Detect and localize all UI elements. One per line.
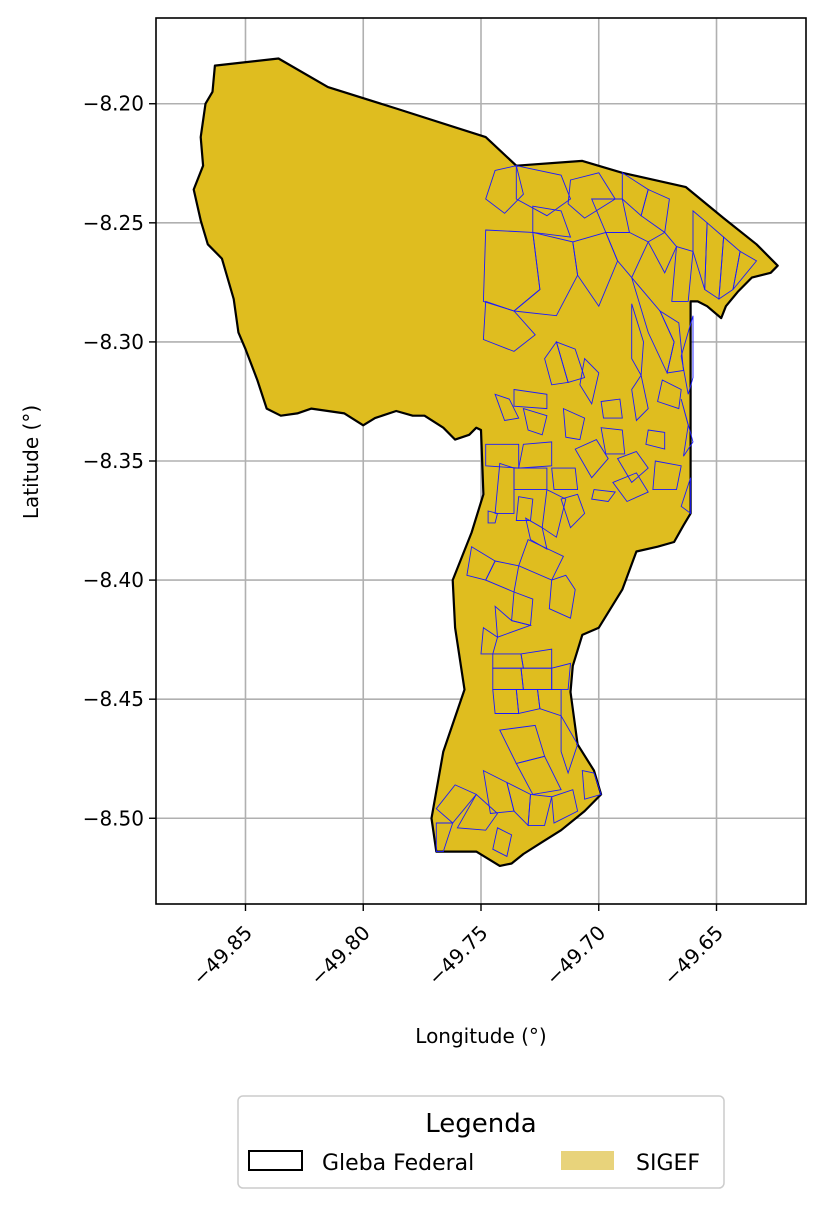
y-tick-label-6: −8.50 — [83, 806, 144, 830]
sigef-parcel-31 — [562, 407, 586, 441]
sigef-parcel-72 — [551, 789, 579, 824]
sigef-parcel-48 — [487, 510, 499, 524]
sigef-parcel-32 — [600, 398, 623, 419]
legend-swatch-sigef — [561, 1151, 614, 1170]
y-tick-label-0: −8.20 — [83, 92, 144, 116]
y-tick-label-2: −8.30 — [83, 330, 144, 354]
sigef-parcel-56 — [494, 605, 533, 638]
sigef-parcel-46 — [652, 460, 682, 491]
x-tick-label-2: −49.75 — [423, 921, 492, 990]
sigef-parcel-22 — [631, 374, 649, 422]
legend-label-gleba-federal: Gleba Federal — [322, 1151, 474, 1176]
x-tick-label-1: −49.80 — [305, 921, 374, 990]
legend-title: Legenda — [425, 1109, 536, 1139]
legend-swatch-gleba-federal — [248, 1150, 303, 1171]
sigef-parcel-50 — [680, 477, 692, 515]
sigef-parcel-24 — [544, 340, 569, 386]
sigef-parcel-43 — [560, 493, 586, 529]
sigef-parcel-13 — [671, 246, 694, 302]
x-tick-label-3: −49.70 — [541, 921, 610, 990]
sigef-parcel-25 — [579, 357, 600, 405]
sigef-parcel-12 — [647, 231, 678, 274]
sigef-parcel-4 — [515, 165, 572, 217]
sigef-parcels-layer — [435, 165, 758, 858]
sigef-parcel-21 — [657, 379, 682, 410]
sigef-parcel-45 — [612, 472, 649, 503]
sigef-parcel-0 — [485, 165, 524, 214]
y-tick-label-1: −8.25 — [83, 211, 144, 235]
y-tick-label-5: −8.45 — [83, 687, 144, 711]
sigef-parcel-26 — [680, 315, 694, 395]
sigef-parcel-73 — [581, 770, 602, 800]
sigef-parcel-37 — [616, 450, 649, 484]
sigef-parcel-11 — [605, 231, 649, 279]
x-axis-ticks: −49.85 −49.80 −49.75 −49.70 −49.65 — [188, 904, 728, 990]
sigef-parcel-68 — [515, 755, 562, 795]
sigef-parcel-47 — [591, 489, 617, 502]
sigef-parcel-62 — [551, 662, 572, 691]
sigef-parcel-54 — [548, 574, 576, 619]
sigef-parcel-29 — [494, 393, 520, 422]
y-axis-label: Latitude (°) — [19, 405, 43, 519]
y-tick-label-4: −8.40 — [83, 568, 144, 592]
sigef-parcel-30 — [522, 407, 548, 436]
x-tick-label-4: −49.65 — [659, 921, 728, 990]
y-axis-ticks: −8.20 −8.25 −8.30 −8.35 −8.40 −8.45 −8.50 — [83, 92, 156, 830]
sigef-parcel-38 — [645, 429, 666, 450]
sigef-parcel-17 — [732, 250, 758, 290]
sigef-parcel-42 — [541, 488, 567, 538]
sigef-parcel-71 — [527, 793, 553, 826]
sigef-parcel-39 — [494, 462, 515, 514]
x-axis-label: Longitude (°) — [415, 1024, 546, 1048]
sigef-parcel-36 — [600, 427, 626, 455]
sigef-parcel-76 — [435, 822, 454, 853]
sigef-parcel-28 — [513, 388, 548, 410]
sigef-parcel-3 — [482, 300, 536, 352]
sigef-parcel-27 — [680, 398, 694, 457]
legend: Legenda Gleba Federal SIGEF — [237, 1095, 725, 1189]
y-tick-label-3: −8.35 — [83, 449, 144, 473]
sigef-parcel-41 — [551, 467, 579, 491]
sigef-parcel-49 — [525, 517, 548, 551]
sigef-parcel-7 — [572, 231, 619, 308]
sigef-parcel-19 — [658, 309, 684, 374]
sigef-parcel-5 — [567, 172, 616, 219]
x-tick-label-0: −49.85 — [188, 921, 257, 990]
legend-label-sigef: SIGEF — [636, 1151, 700, 1176]
sigef-parcel-6 — [532, 205, 572, 238]
sigef-parcel-33 — [518, 441, 553, 469]
sigef-parcel-75 — [456, 793, 499, 831]
sigef-parcel-67 — [560, 714, 579, 775]
sigef-parcel-77 — [492, 827, 513, 858]
sigef-parcel-35 — [574, 439, 609, 479]
